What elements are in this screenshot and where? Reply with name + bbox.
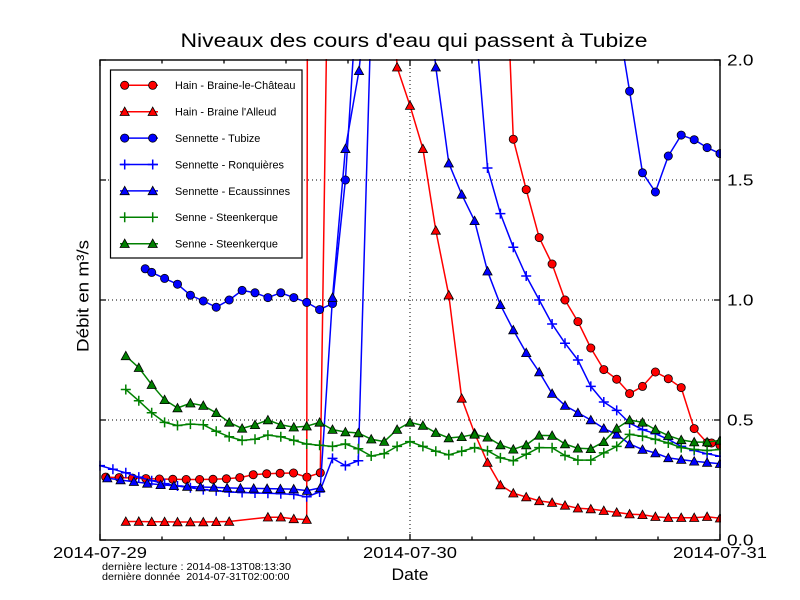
svg-text:Hain - Braine l'Alleud: Hain - Braine l'Alleud [175,107,276,119]
svg-text:Sennette - Ronquières: Sennette - Ronquières [175,159,285,171]
svg-text:2014-07-30: 2014-07-30 [363,545,457,562]
svg-text:Débit en m³/s: Débit en m³/s [74,240,93,352]
svg-text:Sennette - Tubize: Sennette - Tubize [175,133,260,145]
svg-text:Senne - Steenkerque: Senne - Steenkerque [175,212,278,224]
svg-text:Hain - Braine-le-Château: Hain - Braine-le-Château [175,80,295,92]
svg-text:0.5: 0.5 [727,413,754,430]
svg-text:1.0: 1.0 [727,293,754,310]
svg-text:2.0: 2.0 [727,53,754,70]
svg-text:1.5: 1.5 [727,173,754,190]
svg-text:0.0: 0.0 [727,533,754,550]
svg-text:2014-07-29: 2014-07-29 [53,545,147,562]
svg-text:dernière donnée 2014-07-31T02: dernière donnée 2014-07-31T02:00:00 [102,571,290,583]
svg-text:Date: Date [392,565,429,584]
svg-text:Niveaux des cours d'eau qui pa: Niveaux des cours d'eau qui passent à Tu… [181,30,648,52]
svg-text:Sennette - Ecaussinnes: Sennette - Ecaussinnes [175,186,291,198]
svg-text:dernière lecture : 2014-08-13T: dernière lecture : 2014-08-13T08:13:30 [102,561,291,573]
svg-text:2014-07-31: 2014-07-31 [673,545,767,562]
svg-text:Senne - Steenkerque: Senne - Steenkerque [175,239,278,251]
